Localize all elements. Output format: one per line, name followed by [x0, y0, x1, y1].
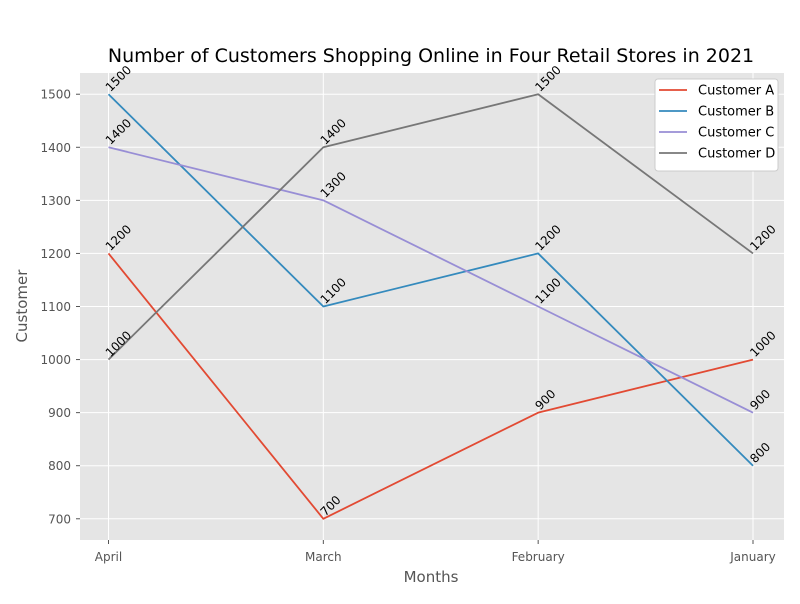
x-axis-label: Months	[404, 568, 459, 586]
y-tick-label: 800	[48, 459, 71, 473]
legend-label: Customer A	[698, 84, 774, 99]
y-tick-label: 1300	[40, 194, 71, 208]
x-tick-label: January	[729, 550, 776, 564]
series-line-3	[108, 146, 754, 414]
y-tick-label: 1100	[40, 300, 71, 314]
y-tick-label: 1200	[40, 247, 71, 261]
y-tick-label: 1000	[40, 353, 71, 367]
chart-title: Number of Customers Shopping Online in F…	[108, 45, 754, 67]
y-axis-label: Customer	[13, 269, 31, 343]
legend-box	[654, 78, 779, 172]
y-tick-label: 1500	[40, 88, 71, 102]
legend-label: Customer B	[698, 105, 774, 120]
y-tick-label: 1400	[40, 141, 71, 155]
legend-label: Customer D	[698, 147, 775, 162]
x-tick-label: March	[305, 550, 342, 564]
series-line-1	[107, 252, 754, 520]
x-tick-label: April	[95, 550, 122, 564]
axis-ticks: 700 800 900 1000 1100 1200 1300 1400 1500 April Ma…	[40, 88, 775, 564]
series-line-4	[107, 93, 754, 361]
legend: Customer A Customer B Customer C Customer D	[654, 78, 779, 172]
legend-label: Customer C	[698, 126, 774, 141]
x-tick-label: February	[512, 550, 565, 564]
series-lines	[107, 93, 754, 520]
y-tick-label: 700	[48, 512, 71, 526]
y-tick-label: 900	[48, 406, 71, 420]
